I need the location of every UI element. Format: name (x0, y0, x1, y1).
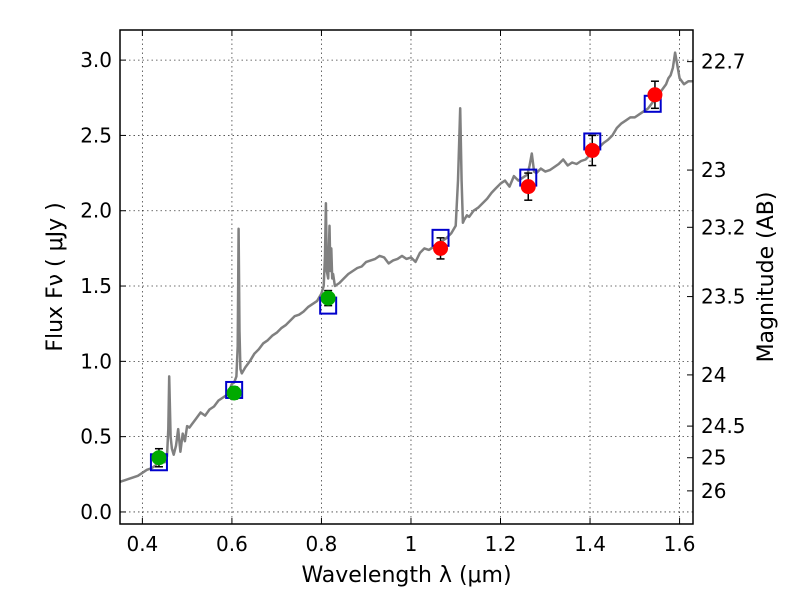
y-tick-label: 1.0 (80, 349, 112, 373)
y-tick-label: 1.5 (80, 274, 112, 298)
photometry-point (320, 290, 336, 306)
photometry-point (584, 142, 600, 158)
y-tick-label: 3.0 (80, 48, 112, 72)
x-tick-label: 0.8 (306, 532, 338, 556)
tick-labels: 0.4 0.6 0.8 1 1.2 1.4 1.6 0.0 0.5 1.0 1.5 2.0 2.5 3.0… (80, 48, 745, 556)
tick-marks (120, 30, 693, 524)
y-tick-label: 0.0 (80, 500, 112, 524)
y-tick-label: 0.5 (80, 425, 112, 449)
x-axis-label: Wavelength λ (μm) (301, 563, 511, 588)
right-tick-label: 26 (701, 479, 726, 503)
right-tick-label: 22.7 (701, 50, 746, 74)
x-tick-label: 1.4 (574, 532, 606, 556)
right-tick-label: 23.5 (701, 285, 746, 309)
x-tick-label: 0.4 (126, 532, 158, 556)
right-tick-label: 24 (701, 363, 726, 387)
photometry-point (520, 179, 536, 195)
x-tick-label: 1.6 (664, 532, 696, 556)
plot-series (120, 51, 693, 483)
x-tick-label: 0.6 (216, 532, 248, 556)
right-tick-label: 25 (701, 446, 726, 470)
x-tick-label: 1 (405, 532, 418, 556)
y-tick-label: 2.0 (80, 199, 112, 223)
y-axis-label: Flux Fν ( μJy ) (43, 202, 68, 351)
photometry-point (226, 385, 242, 401)
photometry-point (151, 450, 167, 466)
right-tick-label: 24.5 (701, 414, 746, 438)
spectrum-line (120, 51, 693, 483)
y-tick-label: 2.5 (80, 123, 112, 147)
right-tick-label: 23 (701, 158, 726, 182)
plot-frame (119, 29, 694, 525)
x-tick-label: 1.2 (485, 532, 517, 556)
photometry-point (433, 240, 449, 256)
right-axis-label: Magnitude (AB) (754, 192, 779, 363)
photometry-point (647, 87, 663, 103)
grid (120, 30, 693, 524)
right-tick-label: 23.2 (701, 215, 746, 239)
